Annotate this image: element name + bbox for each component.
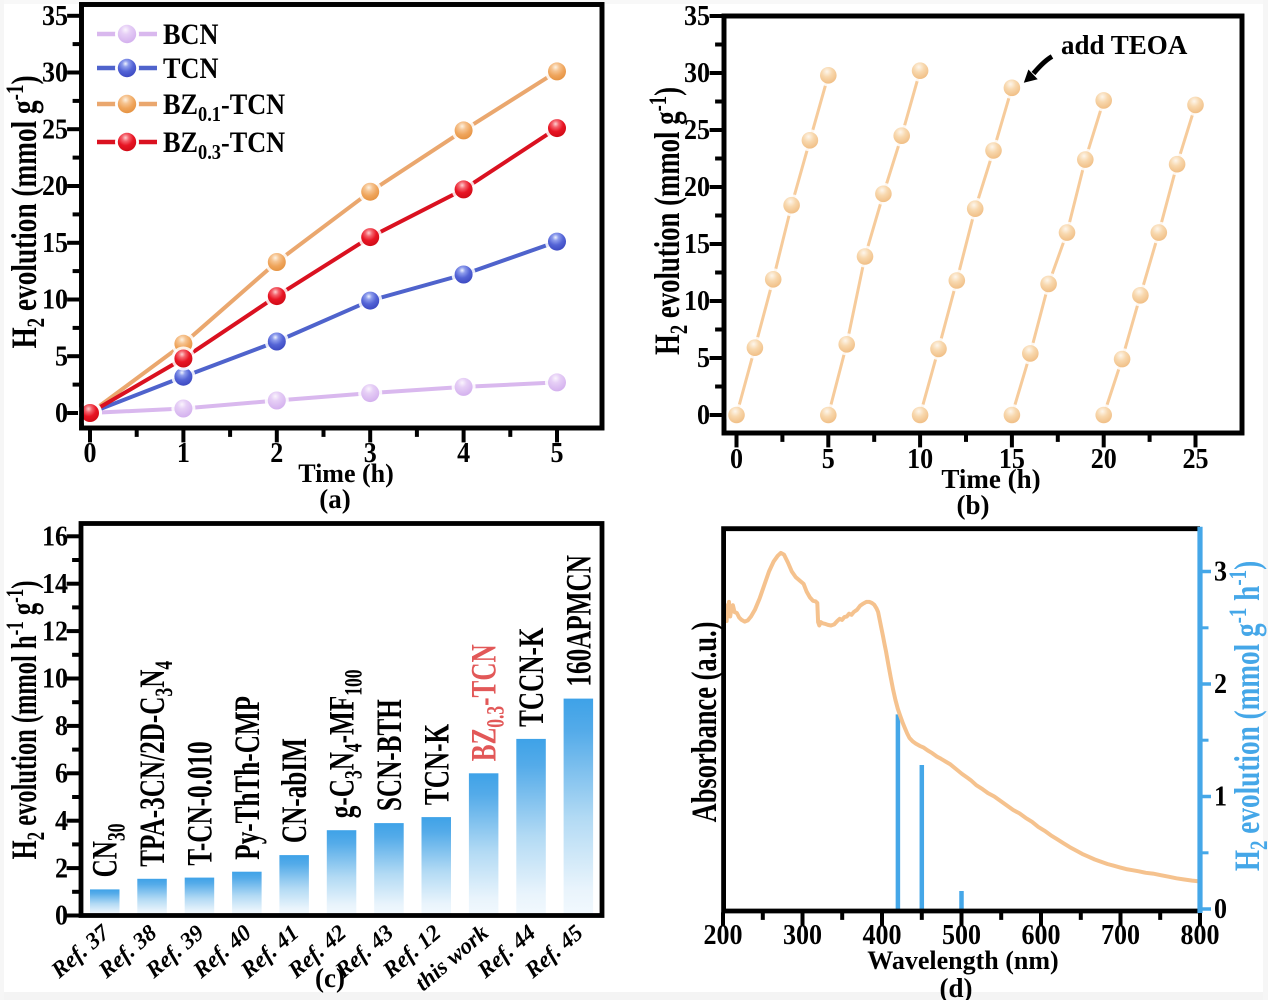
svg-text:(b): (b) <box>957 490 990 520</box>
svg-text:15: 15 <box>999 443 1025 474</box>
svg-text:(a): (a) <box>319 484 350 514</box>
svg-text:35: 35 <box>684 0 710 31</box>
svg-text:1: 1 <box>177 437 190 468</box>
svg-text:15: 15 <box>684 228 710 259</box>
svg-text:30: 30 <box>684 57 710 88</box>
svg-text:BZ0.3​-TCN: BZ0.3​-TCN <box>463 644 509 762</box>
svg-text:2: 2 <box>55 852 68 883</box>
svg-text:6: 6 <box>55 758 68 789</box>
svg-text:CN-abIM: CN-abIM <box>274 738 315 843</box>
svg-text:0: 0 <box>730 443 743 474</box>
svg-text:T-CN-0.010: T-CN-0.010 <box>179 741 220 865</box>
svg-text:25: 25 <box>1182 443 1208 474</box>
svg-text:SCN-BTH: SCN-BTH <box>368 699 409 811</box>
svg-text:(c): (c) <box>315 963 345 993</box>
svg-text:4: 4 <box>55 805 68 836</box>
svg-text:30: 30 <box>42 57 68 88</box>
svg-text:TCN-K: TCN-K <box>416 724 457 805</box>
svg-text:H2​ evolution (mmol g-1​ h-1​): H2​ evolution (mmol g-1​ h-1​) <box>1223 561 1268 871</box>
svg-text:10: 10 <box>42 284 68 315</box>
svg-text:20: 20 <box>684 171 710 202</box>
svg-text:600: 600 <box>1021 919 1060 950</box>
svg-text:0: 0 <box>83 437 96 468</box>
svg-text:500: 500 <box>942 919 981 950</box>
svg-text:BCN: BCN <box>163 18 218 51</box>
svg-text:0: 0 <box>697 399 710 430</box>
svg-text:add TEOA: add TEOA <box>1061 30 1188 60</box>
svg-text:10: 10 <box>684 285 710 316</box>
svg-text:5: 5 <box>55 341 68 372</box>
svg-text:14: 14 <box>42 568 68 599</box>
svg-text:3: 3 <box>364 437 377 468</box>
svg-text:CN30​: CN30​ <box>84 824 130 878</box>
svg-text:12: 12 <box>42 615 68 646</box>
svg-text:8: 8 <box>55 710 68 741</box>
svg-text:Wavelength (nm): Wavelength (nm) <box>867 946 1058 975</box>
svg-text:1: 1 <box>1214 781 1227 812</box>
svg-text:2: 2 <box>270 437 283 468</box>
svg-text:5: 5 <box>550 437 563 468</box>
svg-text:5: 5 <box>697 342 710 373</box>
svg-text:TCCN-K: TCCN-K <box>511 628 552 727</box>
svg-text:(d): (d) <box>940 973 973 1000</box>
svg-text:4: 4 <box>457 437 470 468</box>
svg-text:TCN: TCN <box>163 52 218 85</box>
svg-text:BZ0.1​-TCN: BZ0.1​-TCN <box>163 88 285 126</box>
svg-text:0: 0 <box>55 900 68 931</box>
svg-text:20: 20 <box>1091 443 1117 474</box>
svg-text:35: 35 <box>42 0 68 31</box>
svg-text:Absorbance (a.u.): Absorbance (a.u.) <box>684 622 724 823</box>
svg-text:H2​ evolution (mmol g-1​): H2​ evolution (mmol g-1​) <box>643 87 692 355</box>
svg-text:16: 16 <box>42 521 68 552</box>
svg-text:200: 200 <box>703 919 742 950</box>
svg-text:10: 10 <box>42 663 68 694</box>
svg-text:Py-ThTh-CMP: Py-ThTh-CMP <box>226 696 267 860</box>
svg-text:Time (h): Time (h) <box>298 459 394 488</box>
svg-text:BZ0.3​-TCN: BZ0.3​-TCN <box>163 126 285 164</box>
svg-text:400: 400 <box>862 919 901 950</box>
svg-text:800: 800 <box>1180 919 1219 950</box>
svg-text:3: 3 <box>1214 556 1227 587</box>
svg-text:10: 10 <box>907 443 933 474</box>
svg-text:25: 25 <box>684 114 710 145</box>
svg-text:0: 0 <box>55 397 68 428</box>
svg-text:Time (h): Time (h) <box>941 464 1040 494</box>
svg-text:20: 20 <box>42 170 68 201</box>
svg-text:700: 700 <box>1101 919 1140 950</box>
svg-text:H2​ evolution (mmol g-1​): H2​ evolution (mmol g-1​) <box>0 75 49 348</box>
svg-text:0: 0 <box>1214 893 1227 924</box>
svg-text:2: 2 <box>1214 668 1227 699</box>
svg-text:300: 300 <box>783 919 822 950</box>
svg-text:5: 5 <box>822 443 835 474</box>
svg-text:15: 15 <box>42 227 68 258</box>
svg-text:160APMCN: 160APMCN <box>558 555 599 687</box>
svg-text:25: 25 <box>42 114 68 145</box>
